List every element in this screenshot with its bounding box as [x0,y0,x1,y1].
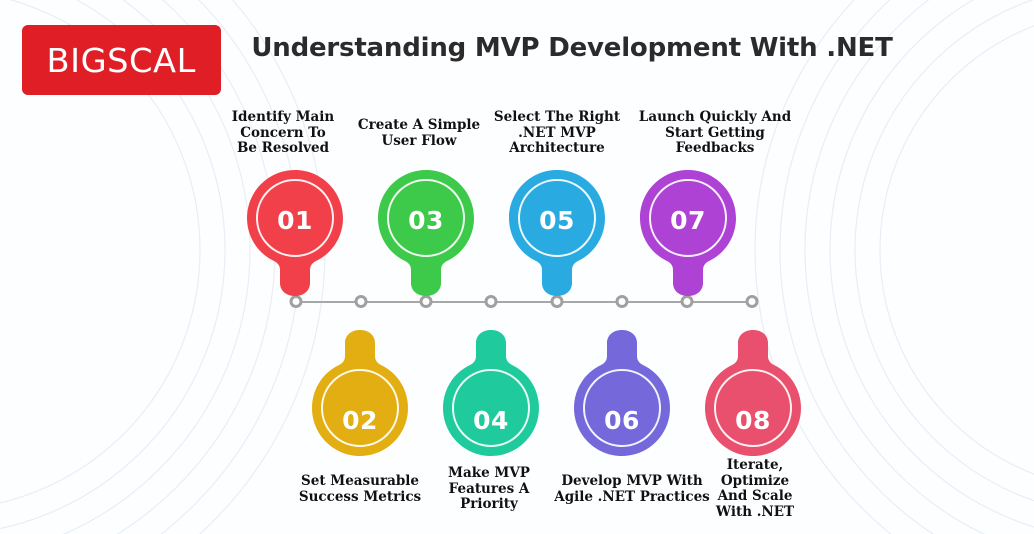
step-pin-02[interactable]: 02 [312,329,408,461]
caption-line: User Flow [381,132,457,149]
step-number-06: 06 [604,406,640,435]
caption-line: With .NET [715,503,795,520]
step-caption-02: Set Measurable Success Metrics [270,473,450,505]
step-caption-06: Develop MVP With Agile .NET Practices [542,473,722,505]
step-pin-08[interactable]: 08 [705,329,801,461]
step-pin-03[interactable]: 03 [378,165,474,297]
pin-inner-ring [518,179,596,257]
timeline-dot [680,295,694,308]
step-caption-04: Make MVP Features A Priority [399,465,579,513]
pin-body-shape [509,170,605,296]
pin-body-shape [574,330,670,456]
caption-line: Set Measurable [301,473,419,489]
step-caption-05: Select The Right .NET MVP Architecture [467,109,647,157]
step-number-05: 05 [539,206,575,235]
step-caption-07: Launch Quickly And Start Getting Feedbacks [625,109,805,157]
timeline-dot [354,295,368,308]
step-pin-06[interactable]: 06 [574,329,670,461]
page-title: Understanding MVP Development With .NET [251,33,893,63]
step-number-02: 02 [342,406,378,435]
caption-line: Features A [448,480,530,497]
step-number-04: 04 [473,406,509,435]
timeline-dot [419,295,433,308]
timeline-dot [745,295,759,308]
step-caption-08: Iterate, Optimize And Scale With .NET [665,457,845,521]
step-pin-05[interactable]: 05 [509,165,605,297]
caption-line: Agile .NET Practices [554,488,710,505]
timeline-dot [550,295,564,308]
pin-body-shape [378,170,474,296]
step-pin-01[interactable]: 01 [247,165,343,297]
timeline-dot [615,295,629,308]
caption-line: Feedbacks [675,140,755,157]
caption-line: Architecture [509,140,605,157]
caption-line: Make MVP [448,465,530,481]
pin-body-shape [640,170,736,296]
caption-line: Start Getting [665,124,765,141]
pin-inner-ring [649,179,727,257]
caption-line: Create A Simple [357,117,481,133]
pin-body-shape [312,330,408,456]
step-number-03: 03 [408,206,444,235]
step-pin-04[interactable]: 04 [443,329,539,461]
pin-inner-ring [387,179,465,257]
timeline-dot [484,295,498,308]
caption-line: Develop MVP With [561,473,703,489]
pin-inner-ring [452,369,530,447]
pin-inner-ring [583,369,661,447]
step-number-07: 07 [670,206,706,235]
caption-line: Priority [460,496,518,513]
caption-line: Optimize [720,472,790,489]
step-caption-03: Create A Simple User Flow [329,117,509,149]
caption-line: Select The Right [493,109,621,125]
caption-line: Success Metrics [298,488,422,505]
step-pin-07[interactable]: 07 [640,165,736,297]
caption-line: And Scale [717,488,793,505]
caption-line: Launch Quickly And [638,109,792,125]
step-number-01: 01 [277,206,313,235]
timeline-axis [296,301,752,303]
step-number-08: 08 [735,406,771,435]
pin-body-shape [443,330,539,456]
caption-line: Iterate, [726,457,784,473]
caption-line: .NET MVP [518,124,596,141]
pin-body-shape [705,330,801,456]
